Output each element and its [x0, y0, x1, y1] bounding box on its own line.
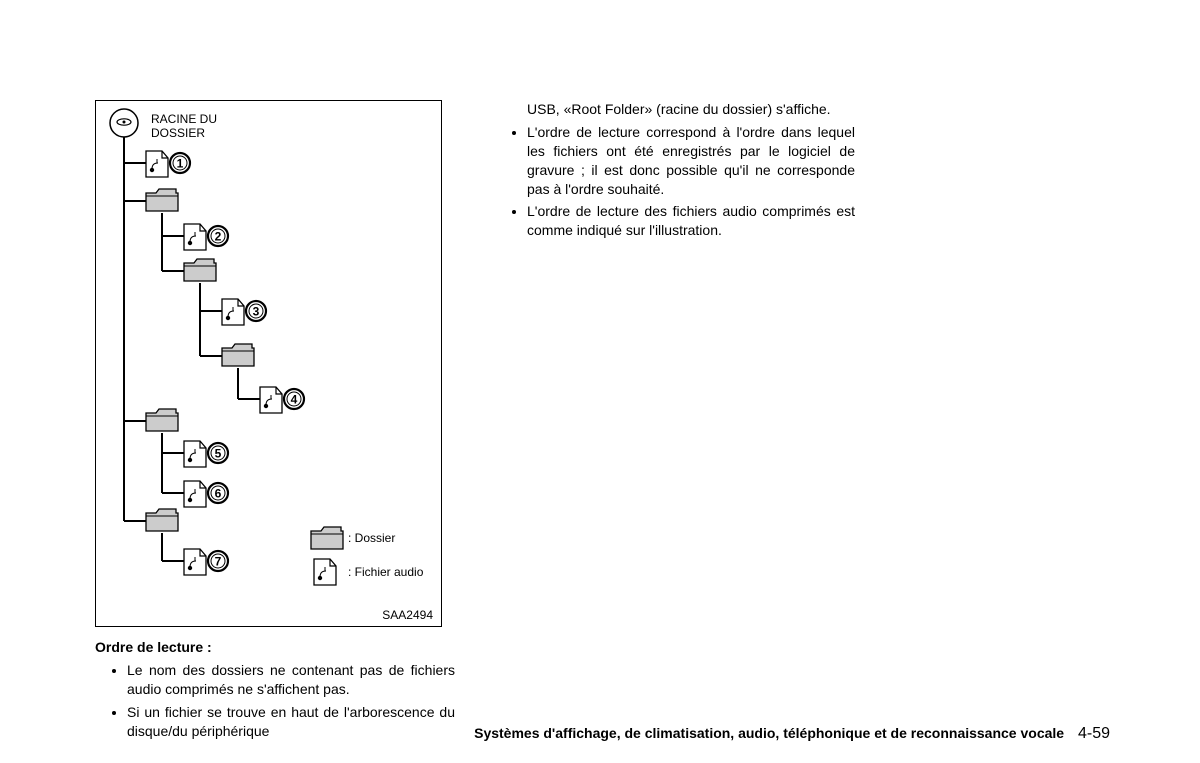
section-heading: Ordre de lecture :	[95, 639, 455, 655]
list-item: L'ordre de lecture des fichiers audio co…	[527, 202, 855, 240]
legend-folder-text: : Dossier	[348, 531, 395, 545]
list-item: Si un fichier se trouve en haut de l'arb…	[127, 703, 455, 741]
left-bullet-list: Le nom des dossiers ne contenant pas de …	[95, 661, 455, 741]
continuation-text: USB, «Root Folder» (racine du dossier) s…	[495, 100, 855, 119]
page-footer: Systèmes d'affichage, de climatisation, …	[474, 725, 1110, 743]
left-column: RACINE DU DOSSIER	[95, 100, 455, 745]
footer-section-title: Systèmes d'affichage, de climatisation, …	[474, 725, 1064, 741]
tree-diagram: RACINE DU DOSSIER	[95, 100, 442, 627]
tree-svg: : Dossier : Fichier audio	[96, 101, 441, 626]
page-number: 4-59	[1078, 725, 1110, 742]
list-item: L'ordre de lecture correspond à l'ordre …	[527, 123, 855, 199]
diagram-code: SAA2494	[382, 608, 433, 622]
list-item: Le nom des dossiers ne contenant pas de …	[127, 661, 455, 699]
right-bullet-list: L'ordre de lecture correspond à l'ordre …	[495, 123, 855, 240]
right-column: USB, «Root Folder» (racine du dossier) s…	[495, 100, 855, 745]
legend-file-text: : Fichier audio	[348, 565, 424, 579]
